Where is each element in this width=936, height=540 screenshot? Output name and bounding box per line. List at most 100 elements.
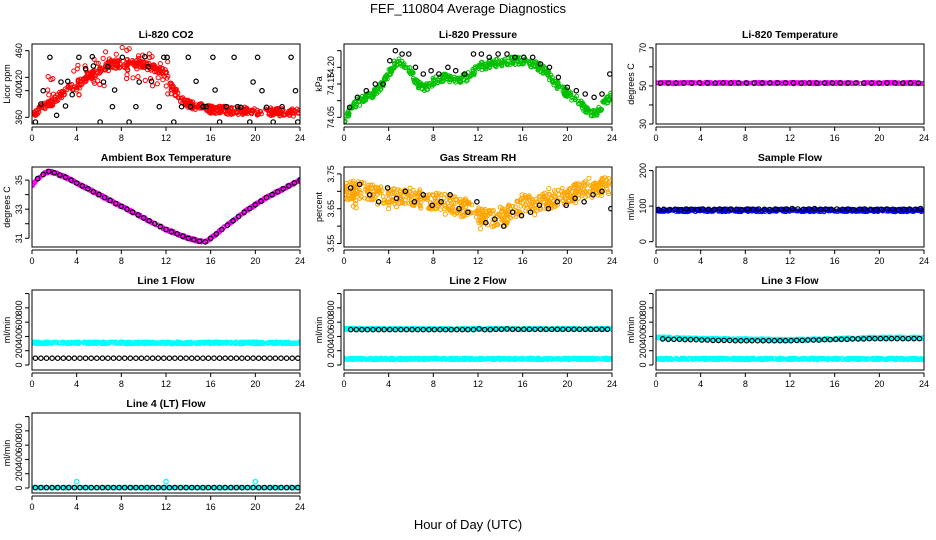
data-point <box>599 91 605 97</box>
data-point <box>45 87 51 93</box>
data-point <box>716 206 723 212</box>
data-point <box>461 71 468 77</box>
x-tick-label: 16 <box>518 133 528 143</box>
data-point <box>759 80 765 86</box>
data-point <box>853 80 859 86</box>
y-tick-label: 600 <box>14 315 24 330</box>
data-point <box>480 209 486 215</box>
x-tick-label: 0 <box>29 256 34 266</box>
panel-frame <box>31 289 301 371</box>
data-point <box>207 339 213 345</box>
data-point <box>427 356 433 362</box>
data-point <box>443 357 449 362</box>
data-point <box>384 199 389 205</box>
y-axis-label: degrees C <box>2 186 12 228</box>
data-point <box>136 340 142 346</box>
x-tick-label: 16 <box>206 133 216 143</box>
data-point <box>397 192 403 198</box>
data-point <box>101 194 108 201</box>
panel-frame <box>343 166 613 248</box>
data-point <box>735 80 742 86</box>
data-point <box>767 80 773 86</box>
data-point <box>174 87 179 92</box>
data-point <box>540 357 546 362</box>
data-point <box>152 69 158 75</box>
data-point <box>344 119 348 124</box>
data-point <box>488 62 494 68</box>
data-point <box>429 82 435 88</box>
y-tick-label: 0 <box>638 239 648 244</box>
data-point <box>278 355 284 362</box>
data-point <box>751 80 758 86</box>
data-point <box>547 75 553 80</box>
data-point <box>889 206 896 213</box>
data-point <box>133 355 139 362</box>
data-point <box>100 55 106 62</box>
data-point <box>796 80 802 86</box>
data-point <box>438 199 444 205</box>
data-point <box>40 171 47 178</box>
data-point <box>223 106 229 112</box>
data-point <box>369 182 376 188</box>
data-point <box>892 80 898 86</box>
data-point <box>512 54 518 61</box>
data-point <box>679 208 684 214</box>
data-point <box>34 175 41 182</box>
data-point <box>845 206 851 212</box>
data-point <box>374 189 380 195</box>
data-point <box>164 54 170 61</box>
data-point <box>247 119 253 124</box>
data-point <box>442 206 448 212</box>
x-tick-label: 20 <box>250 379 260 389</box>
data-point <box>445 64 451 71</box>
data-point <box>62 86 68 92</box>
x-tick-label: 24 <box>295 256 305 266</box>
data-point <box>497 357 503 362</box>
data-point <box>552 204 558 209</box>
data-point <box>130 75 136 81</box>
data-point <box>850 206 857 213</box>
data-point <box>205 355 212 362</box>
data-point <box>73 180 80 186</box>
panel-title: Sample Flow <box>758 152 823 164</box>
data-point <box>532 207 538 213</box>
y-axis-label: kPa <box>314 76 324 92</box>
x-tick-label: 16 <box>830 256 840 266</box>
data-point <box>538 69 544 74</box>
data-point <box>549 357 555 362</box>
data-point <box>828 206 835 213</box>
data-point <box>121 355 128 362</box>
data-point <box>546 64 553 71</box>
data-point <box>292 87 299 94</box>
series-3 <box>32 53 300 124</box>
data-point <box>420 71 427 77</box>
data-point <box>161 355 167 362</box>
data-point <box>77 76 83 82</box>
data-point <box>476 356 481 362</box>
x-tick-label: 4 <box>74 133 79 143</box>
data-point <box>347 356 353 361</box>
data-point <box>837 80 844 86</box>
x-tick-label: 8 <box>743 133 748 143</box>
data-point <box>230 218 236 224</box>
data-point <box>442 192 448 197</box>
data-point <box>696 80 703 86</box>
x-tick-label: 24 <box>607 133 617 143</box>
data-point <box>497 212 503 219</box>
data-point <box>176 95 182 101</box>
data-point <box>544 199 550 205</box>
data-point <box>259 111 264 117</box>
data-point <box>478 226 484 232</box>
data-point <box>884 206 890 212</box>
data-point <box>38 101 44 107</box>
data-point <box>487 210 493 216</box>
y-tick-label: 74.20 <box>326 56 336 79</box>
data-point <box>502 356 507 362</box>
data-point <box>542 190 548 196</box>
data-point <box>709 81 715 86</box>
panel-title: Li-820 CO2 <box>139 29 194 41</box>
data-point <box>398 189 404 195</box>
data-point <box>482 61 488 67</box>
data-point <box>502 214 508 220</box>
